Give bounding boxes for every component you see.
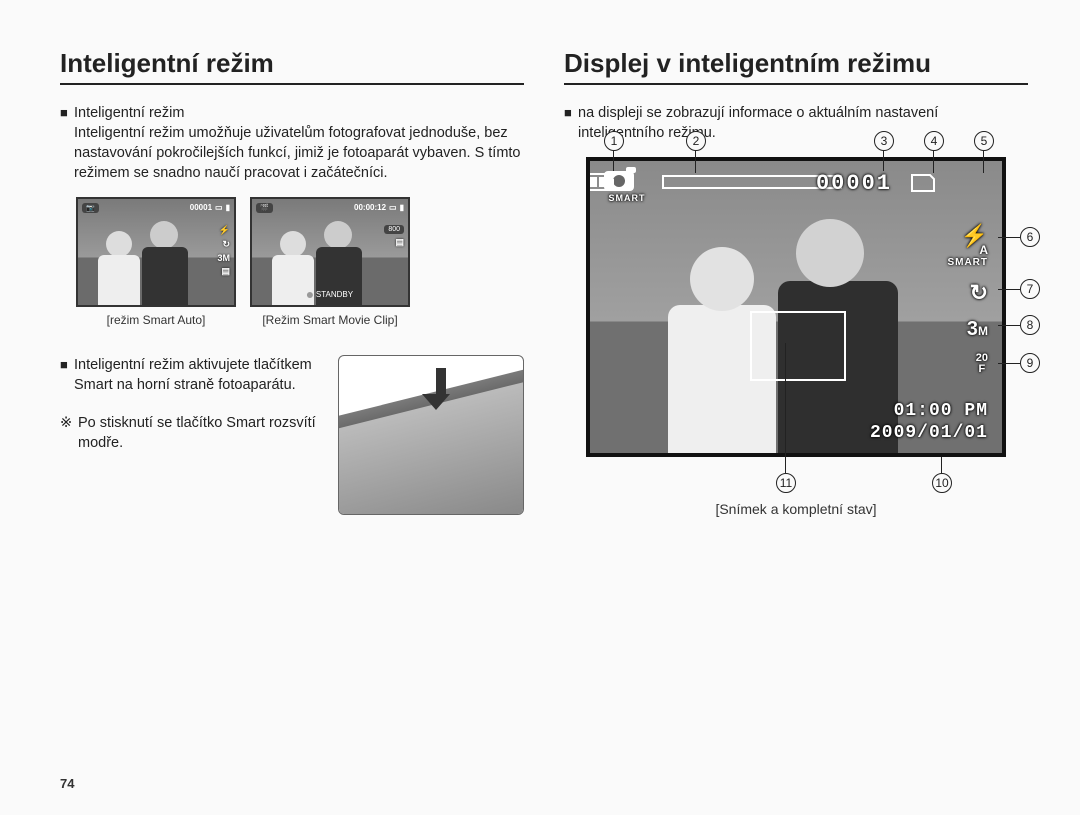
callout-7: 7 bbox=[1020, 279, 1040, 299]
camera-illustration bbox=[338, 355, 524, 515]
thumbnail-row: 📷 00001 ▭ ▮ ⚡ ↻ 3M ▤ bbox=[76, 197, 524, 327]
osd-counter: 00001 bbox=[816, 171, 892, 196]
thumb2-standby: STANDBY bbox=[316, 290, 353, 299]
quality-icon: ▤ bbox=[395, 237, 404, 248]
right-title: Displej v inteligentním režimu bbox=[564, 48, 1028, 85]
osd-card-icon bbox=[910, 173, 936, 193]
activate-block: ■ Inteligentní režim aktivujete tlačítke… bbox=[60, 355, 326, 395]
bullet-icon: ■ bbox=[60, 103, 74, 183]
callout-11: 11 bbox=[776, 473, 796, 493]
flash-icon: ⚡ bbox=[219, 225, 230, 236]
osd-quality-bot: F bbox=[979, 364, 986, 375]
thumb1-counter: 00001 bbox=[190, 203, 212, 212]
callout-10: 10 bbox=[932, 473, 952, 493]
display-diagram: 1 2 3 4 5 6 7 8 9 11 10 bbox=[586, 157, 1006, 457]
callout-4: 4 bbox=[924, 131, 944, 151]
thumb2-res: 800 bbox=[384, 225, 404, 234]
timer-icon: ↻ bbox=[222, 239, 230, 250]
callout-1: 1 bbox=[604, 131, 624, 151]
osd-mode-icon: SMART bbox=[604, 171, 650, 203]
thumb2-overlay: 🎬 00:00:12 ▭ ▮ 800 ▤ STANDBY bbox=[252, 199, 408, 305]
osd-date: 2009/01/01 bbox=[870, 423, 988, 443]
osd-mode-label: SMART bbox=[604, 193, 650, 203]
thumb-smart-movie: 🎬 00:00:12 ▭ ▮ 800 ▤ STANDBY bbox=[250, 197, 410, 327]
note-text: Po stisknutí se tlačítko Smart rozsvítí … bbox=[78, 413, 326, 453]
camera-lcd: SMART 00001 ⚡ A SMART bbox=[586, 157, 1006, 457]
right-column: Displej v inteligentním režimu ■ na disp… bbox=[564, 48, 1028, 517]
intro-text: Inteligentní režim Inteligentní režim um… bbox=[74, 103, 524, 183]
standby-dot-icon bbox=[307, 292, 313, 298]
bullet-icon: ■ bbox=[564, 103, 578, 143]
osd-time: 01:00 PM bbox=[894, 401, 988, 421]
callout-9: 9 bbox=[1020, 353, 1040, 373]
page-number: 74 bbox=[60, 776, 74, 791]
card-icon: ▭ bbox=[215, 203, 223, 212]
note-block: ※ Po stisknutí se tlačítko Smart rozsvít… bbox=[60, 413, 326, 453]
osd-size-num: 3 bbox=[967, 318, 978, 340]
left-column: Inteligentní režim ■ Inteligentní režim … bbox=[60, 48, 524, 517]
intro-head: Inteligentní režim bbox=[74, 103, 524, 123]
osd-flash-icon: ⚡ A SMART bbox=[947, 227, 988, 268]
callout-6: 6 bbox=[1020, 227, 1040, 247]
osd-right-stack: ⚡ A SMART ↻ 3M 20 F bbox=[947, 227, 988, 375]
osd-size-badge: 3M bbox=[967, 318, 988, 341]
card-icon: ▭ bbox=[389, 203, 397, 212]
intro-body: Inteligentní režim umožňuje uživatelům f… bbox=[74, 125, 521, 181]
movie-mode-icon: 🎬 bbox=[256, 203, 273, 213]
osd-flash-smart: SMART bbox=[947, 257, 988, 268]
note-mark-icon: ※ bbox=[60, 413, 78, 453]
callout-5: 5 bbox=[974, 131, 994, 151]
thumb2-caption: [Režim Smart Movie Clip] bbox=[250, 313, 410, 327]
thumb-image-1: 📷 00001 ▭ ▮ ⚡ ↻ 3M ▤ bbox=[76, 197, 236, 307]
quality-icon: ▤ bbox=[221, 266, 230, 277]
battery-icon: ▮ bbox=[400, 203, 404, 212]
thumb1-size: 3M bbox=[217, 253, 230, 263]
display-caption: [Snímek a kompletní stav] bbox=[564, 501, 1028, 517]
osd-battery-icon bbox=[586, 173, 610, 191]
bullet-icon: ■ bbox=[60, 355, 74, 395]
right-intro: na displeji se zobrazují informace o akt… bbox=[578, 103, 1028, 143]
left-title: Inteligentní režim bbox=[60, 48, 524, 85]
activate-text: Inteligentní režim aktivujete tlačítkem … bbox=[74, 355, 326, 395]
osd-timer-icon: ↻ bbox=[970, 280, 988, 306]
callout-3: 3 bbox=[874, 131, 894, 151]
thumb-image-2: 🎬 00:00:12 ▭ ▮ 800 ▤ STANDBY bbox=[250, 197, 410, 307]
thumb1-overlay: 📷 00001 ▭ ▮ ⚡ ↻ 3M ▤ bbox=[78, 199, 234, 305]
mode-icon: 📷 bbox=[82, 203, 99, 213]
callout-8: 8 bbox=[1020, 315, 1040, 335]
thumb2-time: 00:00:12 bbox=[354, 203, 386, 212]
osd-size-unit: M bbox=[978, 324, 988, 338]
callout-2: 2 bbox=[686, 131, 706, 151]
intro-block: ■ Inteligentní režim Inteligentní režim … bbox=[60, 103, 524, 183]
right-intro-block: ■ na displeji se zobrazují informace o a… bbox=[564, 103, 1028, 143]
battery-icon: ▮ bbox=[226, 203, 230, 212]
activation-row: ■ Inteligentní režim aktivujete tlačítke… bbox=[60, 355, 524, 515]
osd-quality-icon: 20 F bbox=[976, 353, 988, 375]
arrow-down-icon bbox=[431, 368, 450, 410]
thumb1-caption: [režim Smart Auto] bbox=[76, 313, 236, 327]
thumb-smart-auto: 📷 00001 ▭ ▮ ⚡ ↻ 3M ▤ bbox=[76, 197, 236, 327]
osd-flash-mode: A bbox=[979, 243, 988, 257]
